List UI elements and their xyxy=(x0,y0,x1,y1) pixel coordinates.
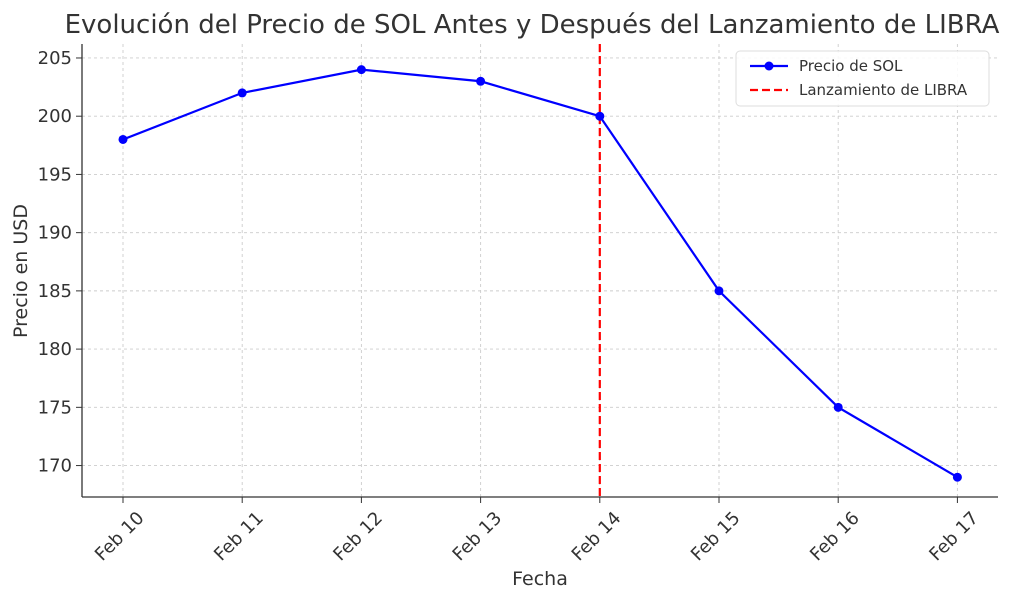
legend-series-marker xyxy=(764,61,774,71)
data-point xyxy=(356,65,366,75)
y-tick-label: 205 xyxy=(38,48,72,69)
x-tick-label: Feb 15 xyxy=(687,508,745,566)
data-point xyxy=(714,286,724,296)
y-tick-label: 190 xyxy=(38,223,72,244)
series-line xyxy=(122,68,958,479)
x-tick-label: Feb 12 xyxy=(329,508,387,566)
data-point xyxy=(595,111,605,121)
data-point xyxy=(237,88,247,98)
data-point xyxy=(476,76,486,86)
data-point xyxy=(833,402,843,412)
x-tick-label: Feb 11 xyxy=(210,508,268,566)
y-tick-label: 170 xyxy=(38,456,72,477)
data-point xyxy=(952,472,962,482)
legend-series-label: Precio de SOL xyxy=(799,57,903,75)
y-tick-label: 195 xyxy=(38,164,72,185)
y-tick-label: 180 xyxy=(38,339,72,360)
x-ticks: Feb 10 Feb 11 Feb 12 Feb 13 Feb 14 Feb 15 Feb … xyxy=(91,497,983,565)
y-axis-label: Precio en USD xyxy=(10,204,32,338)
y-tick-label: 175 xyxy=(38,397,72,418)
x-tick-label: Feb 16 xyxy=(806,508,864,566)
axes xyxy=(81,44,998,498)
legend: Precio de SOL Lanzamiento de LIBRA xyxy=(735,50,990,107)
legend-launch-label: Lanzamiento de LIBRA xyxy=(799,81,968,99)
x-tick-label: Feb 10 xyxy=(91,508,149,566)
x-axis-label: Fecha xyxy=(512,568,568,590)
y-ticks: 170 175 180 185 190 195 200 205 xyxy=(38,48,82,477)
data-point xyxy=(118,134,128,144)
series-group xyxy=(118,65,962,482)
y-tick-label: 200 xyxy=(38,106,72,127)
grid xyxy=(82,44,998,497)
chart-title: Evolución del Precio de SOL Antes y Desp… xyxy=(65,10,1000,40)
legend-box xyxy=(735,50,990,107)
y-tick-label: 185 xyxy=(38,281,72,302)
x-tick-label: Feb 17 xyxy=(925,508,983,566)
x-tick-label: Feb 14 xyxy=(568,508,626,566)
x-tick-label: Feb 13 xyxy=(449,508,507,566)
